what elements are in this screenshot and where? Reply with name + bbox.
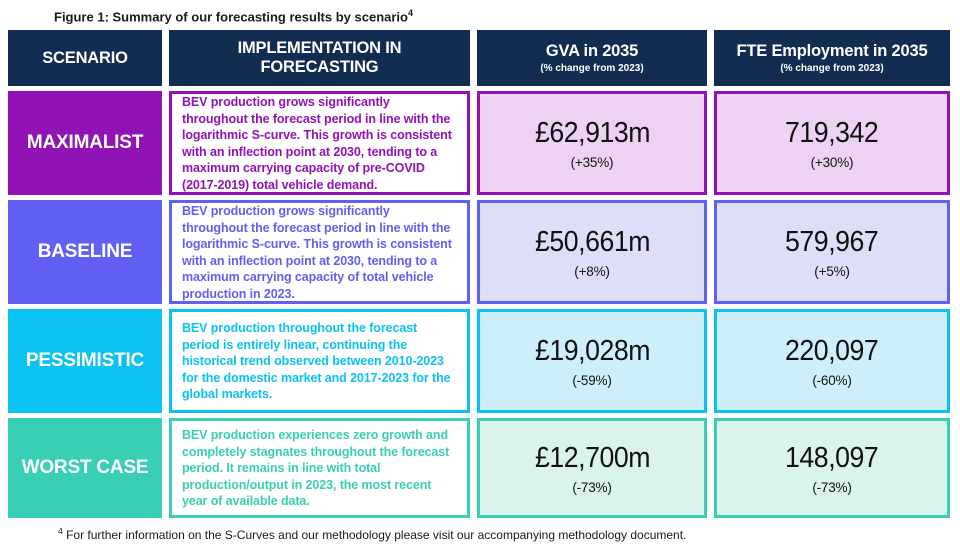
implementation-text: BEV production grows significantly throu… <box>182 204 452 301</box>
gva-value: £50,661m <box>534 225 650 258</box>
header-sublabel: (% change from 2023) <box>780 62 884 74</box>
implementation-cell-baseline: BEV production grows significantly throu… <box>169 200 470 304</box>
gva-value-cell-pessimistic: £19,028m (-59%) <box>477 309 707 413</box>
fte-change: (-73%) <box>812 479 852 495</box>
gva-change: (-59%) <box>572 372 612 388</box>
figure-title: Figure 1: Summary of our forecasting res… <box>54 8 960 24</box>
gva-change: (-73%) <box>572 479 612 495</box>
fte-value: 148,097 <box>785 441 879 474</box>
header-cell-implementation: IMPLEMENTATION IN FORECASTING <box>169 30 470 86</box>
scenario-cell-maximalist: MAXIMALIST <box>8 91 162 195</box>
footnote-superscript: 4 <box>58 526 63 536</box>
gva-value-cell-maximalist: £62,913m (+35%) <box>477 91 707 195</box>
footnote-text: For further information on the S-Curves … <box>62 528 687 542</box>
gva-value-cell-worst-case: £12,700m (-73%) <box>477 418 707 518</box>
gva-value: £12,700m <box>534 441 650 474</box>
fte-change: (+5%) <box>814 263 850 279</box>
implementation-text: BEV production grows significantly throu… <box>182 95 452 192</box>
gva-value: £19,028m <box>534 334 650 367</box>
gva-change: (+8%) <box>574 263 610 279</box>
fte-value-cell-baseline: 579,967 (+5%) <box>714 200 950 304</box>
figure-title-superscript: 4 <box>407 8 413 18</box>
gva-change: (+35%) <box>570 154 614 170</box>
header-cell-fte: FTE Employment in 2035 (% change from 20… <box>714 30 950 86</box>
scenario-cell-worst-case: WORST CASE <box>8 418 162 518</box>
fte-change: (-60%) <box>812 372 852 388</box>
fte-value: 579,967 <box>785 225 879 258</box>
gva-value-cell-baseline: £50,661m (+8%) <box>477 200 707 304</box>
fte-value-cell-worst-case: 148,097 (-73%) <box>714 418 950 518</box>
fte-value: 220,097 <box>785 334 879 367</box>
fte-change: (+30%) <box>810 154 854 170</box>
implementation-text: BEV production throughout the forecast p… <box>182 321 451 402</box>
scenario-cell-pessimistic: PESSIMISTIC <box>8 309 162 413</box>
header-label: FTE Employment in 2035 <box>736 41 928 60</box>
header-label: GVA in 2035 <box>545 41 639 60</box>
header-cell-gva: GVA in 2035 (% change from 2023) <box>477 30 707 86</box>
fte-value-cell-pessimistic: 220,097 (-60%) <box>714 309 950 413</box>
fte-value-cell-maximalist: 719,342 (+30%) <box>714 91 950 195</box>
header-label: SCENARIO <box>42 48 128 67</box>
scenario-cell-baseline: BASELINE <box>8 200 162 304</box>
header-cell-scenario: SCENARIO <box>8 30 162 86</box>
figure-title-text: Figure 1: Summary of our forecasting res… <box>54 9 408 25</box>
footnote: 4 For further information on the S-Curve… <box>58 526 686 542</box>
forecast-summary-table: SCENARIO IMPLEMENTATION IN FORECASTING G… <box>8 30 950 518</box>
implementation-text: BEV production experiences zero growth a… <box>182 428 450 509</box>
implementation-cell-pessimistic: BEV production throughout the forecast p… <box>169 309 470 413</box>
header-sublabel: (% change from 2023) <box>540 62 644 74</box>
fte-value: 719,342 <box>785 116 879 149</box>
implementation-cell-maximalist: BEV production grows significantly throu… <box>169 91 470 195</box>
implementation-cell-worst-case: BEV production experiences zero growth a… <box>169 418 470 518</box>
header-label: IMPLEMENTATION IN FORECASTING <box>237 39 402 76</box>
gva-value: £62,913m <box>534 116 650 149</box>
